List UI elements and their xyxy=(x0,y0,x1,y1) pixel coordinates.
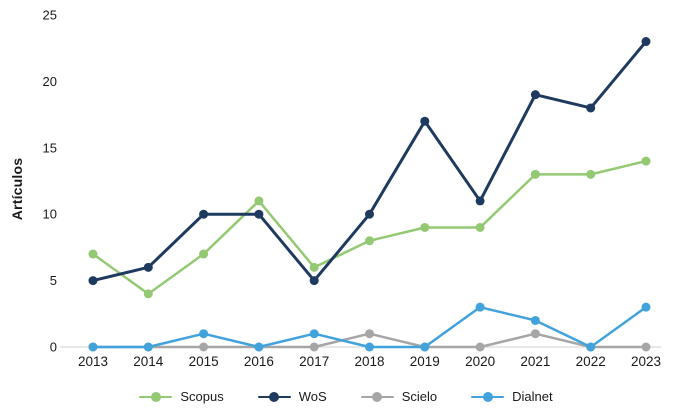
series-line-scopus xyxy=(91,159,648,296)
data-point-scopus xyxy=(143,289,153,299)
data-point-dialnet xyxy=(586,342,596,352)
legend-marker-icon xyxy=(471,391,505,402)
data-point-dialnet xyxy=(88,342,98,352)
x-tick-label: 2018 xyxy=(354,354,384,369)
data-point-scopus xyxy=(365,236,374,246)
data-point-scopus xyxy=(586,169,596,179)
data-point-scielo xyxy=(641,342,651,352)
legend-label-scopus: Scopus xyxy=(180,389,224,404)
legend-label-dialnet: Dialnet xyxy=(512,389,553,404)
x-tick-label: 2023 xyxy=(631,354,661,369)
x-tick-label: 2021 xyxy=(520,354,550,369)
y-tick-label: 0 xyxy=(50,340,57,355)
y-tick-label: 20 xyxy=(43,74,57,89)
data-point-scopus xyxy=(420,222,430,232)
data-point-wos xyxy=(475,196,485,206)
legend-label-scielo: Scielo xyxy=(401,389,438,404)
x-tick-label: 2015 xyxy=(189,354,219,369)
data-point-dialnet xyxy=(143,342,153,352)
data-point-scopus xyxy=(309,262,319,272)
data-point-wos xyxy=(254,209,264,219)
plot-area: 0 5 10 15 20 25 2013 2014 2015 2016 2017 2018 2019 20… xyxy=(43,8,661,370)
y-tick-label: 10 xyxy=(43,207,57,222)
data-point-scopus xyxy=(641,156,651,166)
legend-marker-icon xyxy=(139,391,173,402)
x-tick-label: 2014 xyxy=(133,354,164,369)
data-point-wos xyxy=(586,103,596,113)
x-tick-label: 2020 xyxy=(465,354,495,369)
data-point-dialnet xyxy=(309,329,319,339)
data-point-scopus xyxy=(530,169,540,179)
data-point-dialnet xyxy=(420,342,430,352)
data-point-wos xyxy=(365,209,374,219)
legend-item-scielo: Scielo xyxy=(360,389,438,404)
data-point-wos xyxy=(309,276,319,286)
data-point-scielo xyxy=(365,329,374,339)
legend-label-wos: WoS xyxy=(298,389,327,404)
data-point-wos xyxy=(641,37,651,47)
data-point-scielo xyxy=(309,342,319,352)
legend-marker-icon xyxy=(257,391,291,402)
data-point-scielo xyxy=(199,342,209,352)
data-point-wos xyxy=(88,276,98,286)
data-point-scielo xyxy=(475,342,485,352)
data-point-scopus xyxy=(199,249,209,259)
legend-marker-icon xyxy=(360,391,394,402)
y-tick-label: 5 xyxy=(50,273,57,288)
legend-item-dialnet: Dialnet xyxy=(471,389,553,404)
x-tick-label: 2022 xyxy=(576,354,606,369)
data-point-scopus xyxy=(88,249,98,259)
data-point-scopus xyxy=(475,222,485,232)
y-tick-label: 15 xyxy=(43,140,57,155)
data-point-scopus xyxy=(254,196,264,206)
x-tick-label: 2017 xyxy=(299,354,329,369)
x-tick-label: 2016 xyxy=(244,354,274,369)
data-point-dialnet xyxy=(641,302,651,312)
data-point-dialnet xyxy=(199,329,209,339)
data-point-wos xyxy=(199,209,209,219)
data-point-dialnet xyxy=(475,302,485,312)
legend-item-scopus: Scopus xyxy=(139,389,224,404)
data-point-wos xyxy=(530,90,540,100)
data-point-wos xyxy=(143,262,153,272)
data-point-wos xyxy=(420,116,430,126)
x-tick-label: 2013 xyxy=(78,354,108,369)
data-point-scielo xyxy=(530,329,540,339)
x-tick-label: 2019 xyxy=(410,354,440,369)
y-tick-label: 25 xyxy=(43,8,57,23)
legend-item-wos: WoS xyxy=(257,389,327,404)
data-point-dialnet xyxy=(530,315,540,325)
data-point-dialnet xyxy=(365,342,374,352)
legend: Scopus WoS Scielo Dialnet xyxy=(0,389,692,404)
data-point-dialnet xyxy=(254,342,264,352)
